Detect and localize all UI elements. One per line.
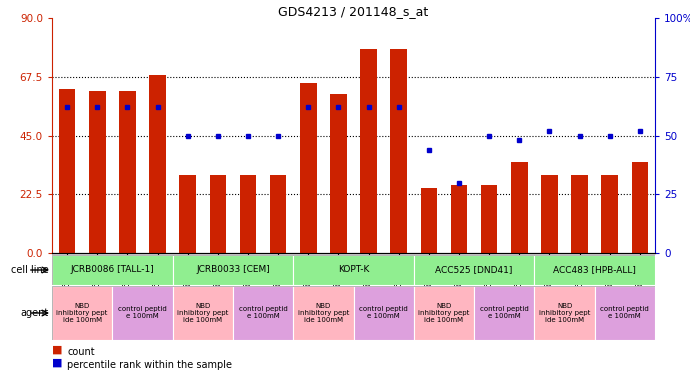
Bar — [595, 286, 655, 340]
Text: GDS4213 / 201148_s_at: GDS4213 / 201148_s_at — [278, 5, 428, 18]
Text: NBD
inhibitory pept
ide 100mM: NBD inhibitory pept ide 100mM — [297, 303, 349, 323]
Bar — [52, 286, 112, 340]
Bar — [52, 255, 172, 285]
Text: KOPT-K: KOPT-K — [338, 265, 369, 275]
Bar — [602, 175, 618, 253]
Text: ■: ■ — [52, 358, 63, 368]
Bar — [534, 255, 655, 285]
Bar — [511, 162, 528, 253]
Text: control peptid
e 100mM: control peptid e 100mM — [239, 306, 288, 319]
Bar — [451, 185, 467, 253]
Bar — [330, 94, 346, 253]
Bar — [172, 255, 293, 285]
Text: ACC525 [DND41]: ACC525 [DND41] — [435, 265, 513, 275]
Bar — [541, 175, 558, 253]
Text: control peptid
e 100mM: control peptid e 100mM — [118, 306, 167, 319]
Bar — [631, 162, 648, 253]
Text: cell line: cell line — [11, 265, 48, 275]
Bar — [270, 175, 286, 253]
Text: NBD
inhibitory pept
ide 100mM: NBD inhibitory pept ide 100mM — [57, 303, 108, 323]
Bar — [421, 188, 437, 253]
Bar — [391, 49, 407, 253]
Bar — [300, 83, 317, 253]
Bar — [239, 175, 256, 253]
Bar — [119, 91, 136, 253]
Text: ACC483 [HPB-ALL]: ACC483 [HPB-ALL] — [553, 265, 636, 275]
Text: ■: ■ — [52, 345, 63, 355]
Bar — [59, 88, 75, 253]
Text: count: count — [67, 347, 95, 357]
Bar — [353, 286, 414, 340]
Bar — [293, 286, 353, 340]
Text: NBD
inhibitory pept
ide 100mM: NBD inhibitory pept ide 100mM — [418, 303, 470, 323]
Bar — [172, 286, 233, 340]
Bar — [414, 255, 534, 285]
Bar — [571, 175, 588, 253]
Text: NBD
inhibitory pept
ide 100mM: NBD inhibitory pept ide 100mM — [177, 303, 228, 323]
Bar — [112, 286, 172, 340]
Text: control peptid
e 100mM: control peptid e 100mM — [600, 306, 649, 319]
Bar — [414, 286, 474, 340]
Bar — [360, 49, 377, 253]
Text: control peptid
e 100mM: control peptid e 100mM — [480, 306, 529, 319]
Text: JCRB0033 [CEM]: JCRB0033 [CEM] — [196, 265, 270, 275]
Bar — [233, 286, 293, 340]
Bar — [89, 91, 106, 253]
Bar — [210, 175, 226, 253]
Bar — [179, 175, 196, 253]
Text: control peptid
e 100mM: control peptid e 100mM — [359, 306, 408, 319]
Text: NBD
inhibitory pept
ide 100mM: NBD inhibitory pept ide 100mM — [539, 303, 590, 323]
Bar — [149, 75, 166, 253]
Bar — [293, 255, 414, 285]
Bar — [534, 286, 595, 340]
Text: JCRB0086 [TALL-1]: JCRB0086 [TALL-1] — [70, 265, 154, 275]
Text: percentile rank within the sample: percentile rank within the sample — [67, 360, 232, 370]
Text: agent: agent — [20, 308, 48, 318]
Bar — [481, 185, 497, 253]
Bar — [474, 286, 534, 340]
